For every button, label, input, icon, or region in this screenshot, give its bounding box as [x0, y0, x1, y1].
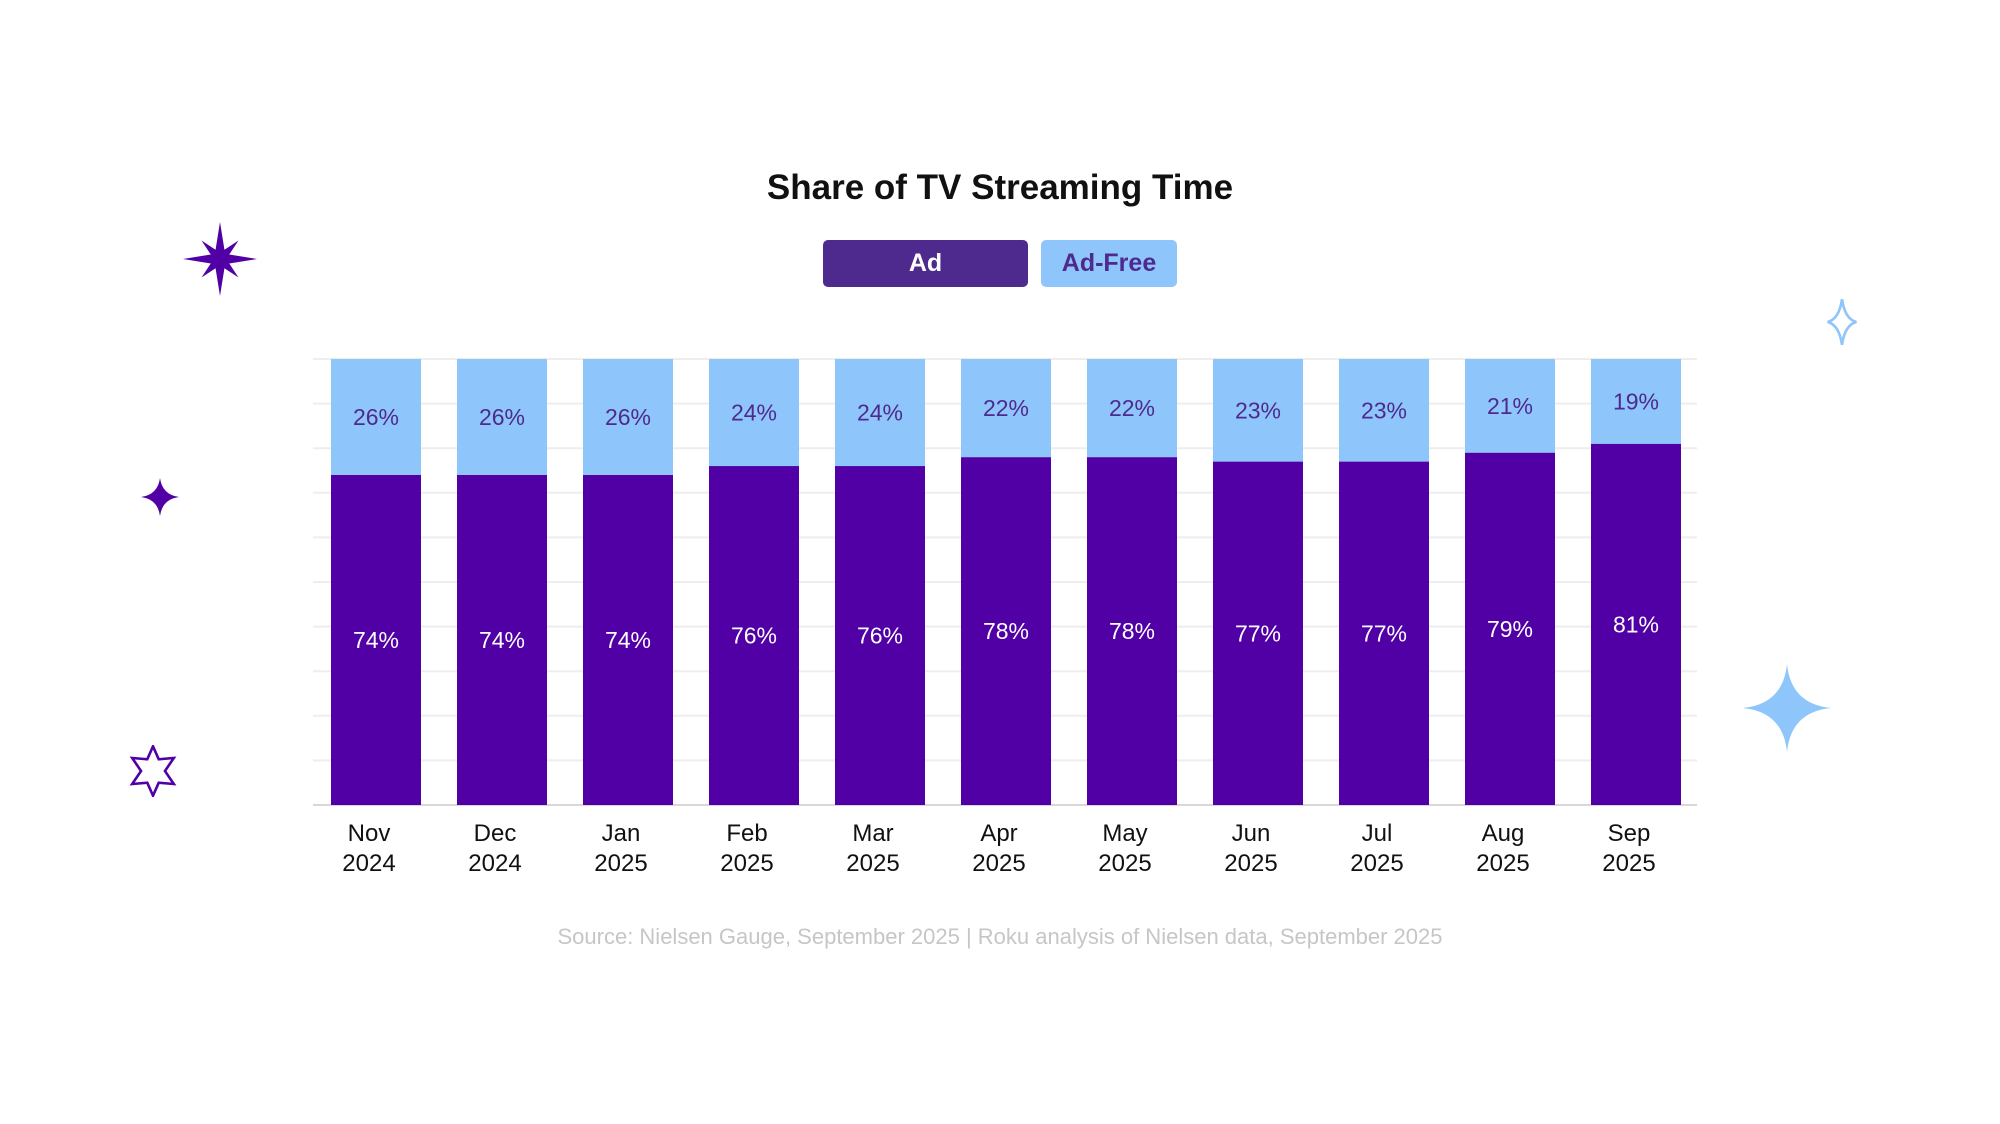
x-tick-label: 2024 — [342, 850, 395, 877]
data-label: 26% — [353, 404, 399, 430]
x-tick-label: 2024 — [468, 850, 521, 877]
data-label: 23% — [1235, 397, 1281, 423]
data-label: 74% — [479, 627, 525, 653]
x-tick-label: Jan — [602, 820, 641, 847]
bar-ad-free — [1213, 359, 1303, 462]
x-tick-label: 2025 — [594, 850, 647, 877]
data-label: 74% — [605, 627, 651, 653]
x-tick-label: 2025 — [972, 850, 1025, 877]
bar-ad-free — [1339, 359, 1429, 462]
outline-star-icon — [129, 745, 177, 797]
x-tick-label: Sep — [1608, 820, 1651, 847]
bar-ad-supported — [1465, 452, 1555, 805]
x-tick-label: Dec — [474, 820, 517, 847]
data-label: 76% — [857, 623, 903, 649]
bar-ad-free — [1465, 359, 1555, 453]
data-label: 79% — [1487, 616, 1533, 642]
x-tick-label: Mar — [852, 820, 893, 847]
x-tick-label: Aug — [1482, 820, 1525, 847]
bar-ad-free — [583, 359, 673, 475]
data-label: 26% — [479, 404, 525, 430]
data-label: 23% — [1361, 397, 1407, 423]
data-label: 76% — [731, 623, 777, 649]
data-label: 26% — [605, 404, 651, 430]
bar-ad-supported — [1213, 461, 1303, 805]
bar-ad-supported — [331, 474, 421, 805]
sparkle-star-icon — [141, 478, 179, 516]
legend-ad-supported: Ad Supported — [823, 240, 1028, 324]
data-label: 19% — [1613, 388, 1659, 414]
bar-ad-supported — [709, 466, 799, 805]
x-tick-label: Nov — [348, 820, 391, 847]
legend-ad-free: Ad-Free — [1041, 240, 1177, 287]
bar-ad-supported — [1591, 443, 1681, 805]
x-tick-label: May — [1102, 820, 1147, 847]
x-tick-label: 2025 — [846, 850, 899, 877]
data-label: 74% — [353, 627, 399, 653]
x-tick-label: Feb — [726, 820, 767, 847]
bar-ad-free — [709, 359, 799, 467]
x-tick-label: Jul — [1362, 820, 1393, 847]
bar-ad-free — [961, 359, 1051, 458]
legend: Ad Supported Ad-Free — [0, 240, 2000, 324]
bar-ad-free — [331, 359, 421, 475]
data-label: 77% — [1235, 620, 1281, 646]
x-tick-label: Apr — [980, 820, 1017, 847]
sparkle-star-icon — [183, 222, 257, 296]
bar-ad-supported — [1087, 457, 1177, 805]
bar-ad-supported — [961, 457, 1051, 805]
data-label: 24% — [857, 400, 903, 426]
bar-ad-supported — [583, 474, 673, 805]
chart-title: Share of TV Streaming Time — [766, 168, 1234, 207]
data-label: 81% — [1613, 611, 1659, 637]
bar-ad-free — [835, 359, 925, 467]
bar-ad-free — [1087, 359, 1177, 458]
x-tick-label: 2025 — [1224, 850, 1277, 877]
source-note: Source: Nielsen Gauge, September 2025 | … — [557, 924, 1443, 949]
x-tick-label: 2025 — [1350, 850, 1403, 877]
x-tick-label: 2025 — [1602, 850, 1655, 877]
bar-ad-supported — [835, 466, 925, 805]
sparkle-star-icon — [1743, 664, 1831, 752]
bar-ad-free — [1591, 359, 1681, 444]
data-label: 22% — [983, 395, 1029, 421]
bar-ad-supported — [1339, 461, 1429, 805]
x-tick-label: Jun — [1232, 820, 1271, 847]
x-tick-label: 2025 — [1098, 850, 1151, 877]
x-tick-label: 2025 — [720, 850, 773, 877]
data-label: 78% — [1109, 618, 1155, 644]
outline-sparkle-icon — [1827, 299, 1857, 345]
data-label: 78% — [983, 618, 1029, 644]
bar-ad-supported — [457, 474, 547, 805]
bar-ad-free — [457, 359, 547, 475]
x-tick-label: 2025 — [1476, 850, 1529, 877]
data-label: 22% — [1109, 395, 1155, 421]
data-label: 24% — [731, 400, 777, 426]
data-label: 77% — [1361, 620, 1407, 646]
data-label: 21% — [1487, 393, 1533, 419]
